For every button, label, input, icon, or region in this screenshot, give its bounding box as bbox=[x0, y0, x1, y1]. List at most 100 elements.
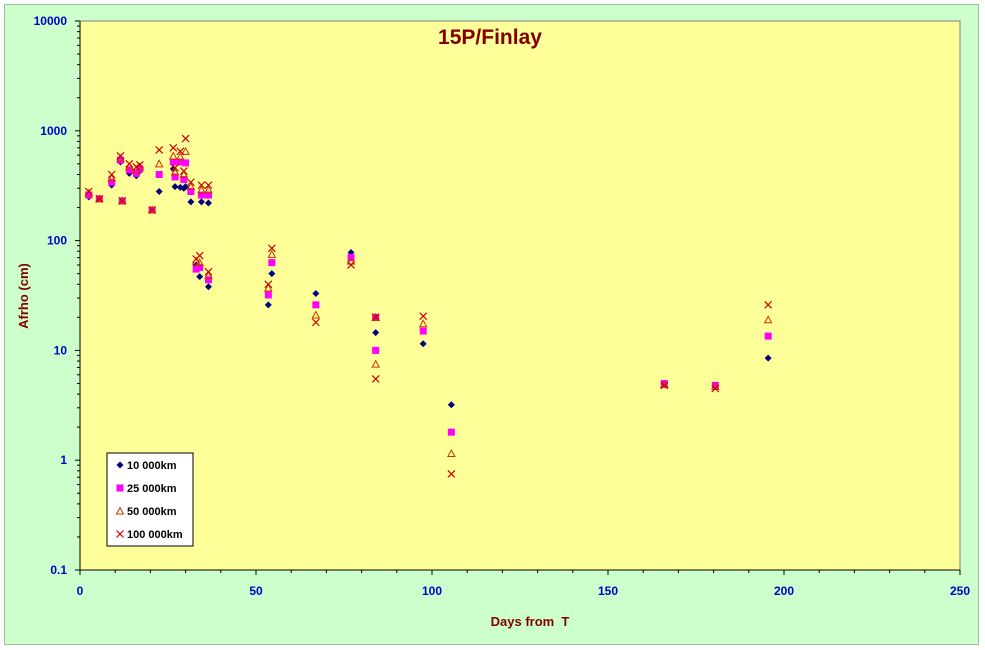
data-point bbox=[108, 178, 116, 186]
data-point bbox=[372, 346, 380, 354]
data-point bbox=[136, 165, 144, 173]
data-point bbox=[371, 359, 381, 368]
legend-marker bbox=[116, 484, 124, 492]
data-point bbox=[204, 185, 213, 194]
y-tick-label: 0.1 bbox=[50, 563, 67, 577]
data-point bbox=[107, 173, 117, 182]
data-point bbox=[125, 159, 134, 168]
data-point bbox=[148, 206, 157, 214]
data-point bbox=[107, 170, 116, 179]
data-point bbox=[196, 263, 204, 271]
data-point bbox=[347, 261, 355, 269]
series-4 bbox=[84, 134, 773, 478]
legend-label: 100 000km bbox=[127, 529, 183, 541]
data-points bbox=[84, 134, 773, 478]
data-point bbox=[268, 259, 276, 267]
legend-marker bbox=[115, 506, 125, 515]
data-point bbox=[179, 167, 188, 175]
data-point bbox=[764, 300, 773, 309]
data-point bbox=[419, 327, 427, 335]
data-point bbox=[447, 448, 456, 458]
data-point bbox=[419, 340, 427, 348]
legend-marker bbox=[116, 530, 124, 538]
data-point bbox=[186, 178, 195, 187]
data-point bbox=[372, 329, 380, 337]
y-tick-label: 1 bbox=[60, 453, 67, 467]
data-point bbox=[447, 428, 455, 436]
y-tick-label: 10 bbox=[54, 343, 68, 357]
legend: 10 000km 25 000km 50 000km 100 000km bbox=[106, 452, 194, 547]
data-point bbox=[155, 188, 163, 196]
y-tick-label: 1000 bbox=[40, 124, 67, 138]
data-point bbox=[204, 283, 212, 291]
data-point bbox=[84, 187, 93, 196]
plot-area bbox=[79, 20, 961, 571]
data-point bbox=[447, 401, 455, 409]
data-point bbox=[371, 312, 381, 321]
data-point bbox=[168, 151, 178, 160]
data-point bbox=[95, 194, 104, 203]
y-tick-label: 10000 bbox=[34, 14, 68, 28]
data-point bbox=[711, 384, 720, 393]
x-axis-title: Days from T bbox=[491, 614, 570, 629]
legend-box bbox=[106, 452, 194, 547]
data-point bbox=[147, 205, 157, 214]
data-point bbox=[371, 313, 380, 322]
data-point bbox=[95, 194, 104, 203]
data-point bbox=[182, 183, 190, 191]
data-point bbox=[187, 198, 195, 206]
legend-label: 25 000km bbox=[127, 483, 177, 495]
y-axis-title: Afrho (cm) bbox=[16, 263, 31, 329]
data-point bbox=[197, 191, 205, 199]
x-tick-label: 50 bbox=[249, 584, 263, 598]
data-point bbox=[204, 181, 213, 190]
data-point bbox=[267, 244, 276, 253]
data-point bbox=[181, 146, 190, 155]
data-point bbox=[169, 143, 178, 152]
data-point bbox=[204, 199, 212, 207]
data-point bbox=[179, 169, 189, 178]
x-tick-label: 100 bbox=[422, 584, 442, 598]
axes: 0 50 100 150 200 250 0.1 1 10 100 1000 10000 bbox=[34, 14, 971, 598]
data-point bbox=[186, 182, 196, 191]
data-point bbox=[181, 134, 190, 143]
legend-marker bbox=[116, 461, 124, 469]
data-point bbox=[660, 379, 668, 387]
data-point bbox=[175, 152, 185, 161]
legend-label: 50 000km bbox=[127, 506, 177, 518]
x-tick-label: 200 bbox=[774, 584, 794, 598]
data-point bbox=[180, 176, 188, 184]
data-point bbox=[763, 315, 773, 324]
data-point bbox=[171, 183, 179, 191]
y-tick-label: 100 bbox=[47, 234, 67, 248]
data-point bbox=[204, 271, 213, 280]
chart-title: 15P/Finlay bbox=[438, 26, 542, 49]
data-point bbox=[263, 283, 273, 292]
data-point bbox=[264, 291, 272, 299]
data-point bbox=[187, 188, 195, 196]
data-point bbox=[117, 196, 127, 205]
data-point bbox=[116, 156, 124, 164]
data-point bbox=[660, 381, 669, 390]
data-point bbox=[204, 276, 212, 284]
x-tick-label: 150 bbox=[598, 584, 618, 598]
data-point bbox=[268, 270, 276, 278]
data-point bbox=[118, 196, 127, 205]
data-point bbox=[418, 319, 428, 328]
data-point bbox=[711, 381, 719, 389]
data-point bbox=[204, 267, 213, 276]
data-point bbox=[311, 310, 321, 319]
data-point bbox=[116, 152, 125, 160]
series-3 bbox=[84, 146, 773, 458]
data-point bbox=[196, 273, 204, 281]
data-point bbox=[176, 147, 185, 156]
data-point bbox=[195, 258, 205, 267]
data-point bbox=[154, 159, 164, 168]
data-point bbox=[192, 265, 200, 273]
data-point bbox=[197, 198, 205, 206]
x-tick-label: 250 bbox=[950, 584, 970, 598]
data-point bbox=[419, 312, 428, 321]
data-point bbox=[155, 145, 164, 154]
data-point bbox=[171, 163, 179, 172]
